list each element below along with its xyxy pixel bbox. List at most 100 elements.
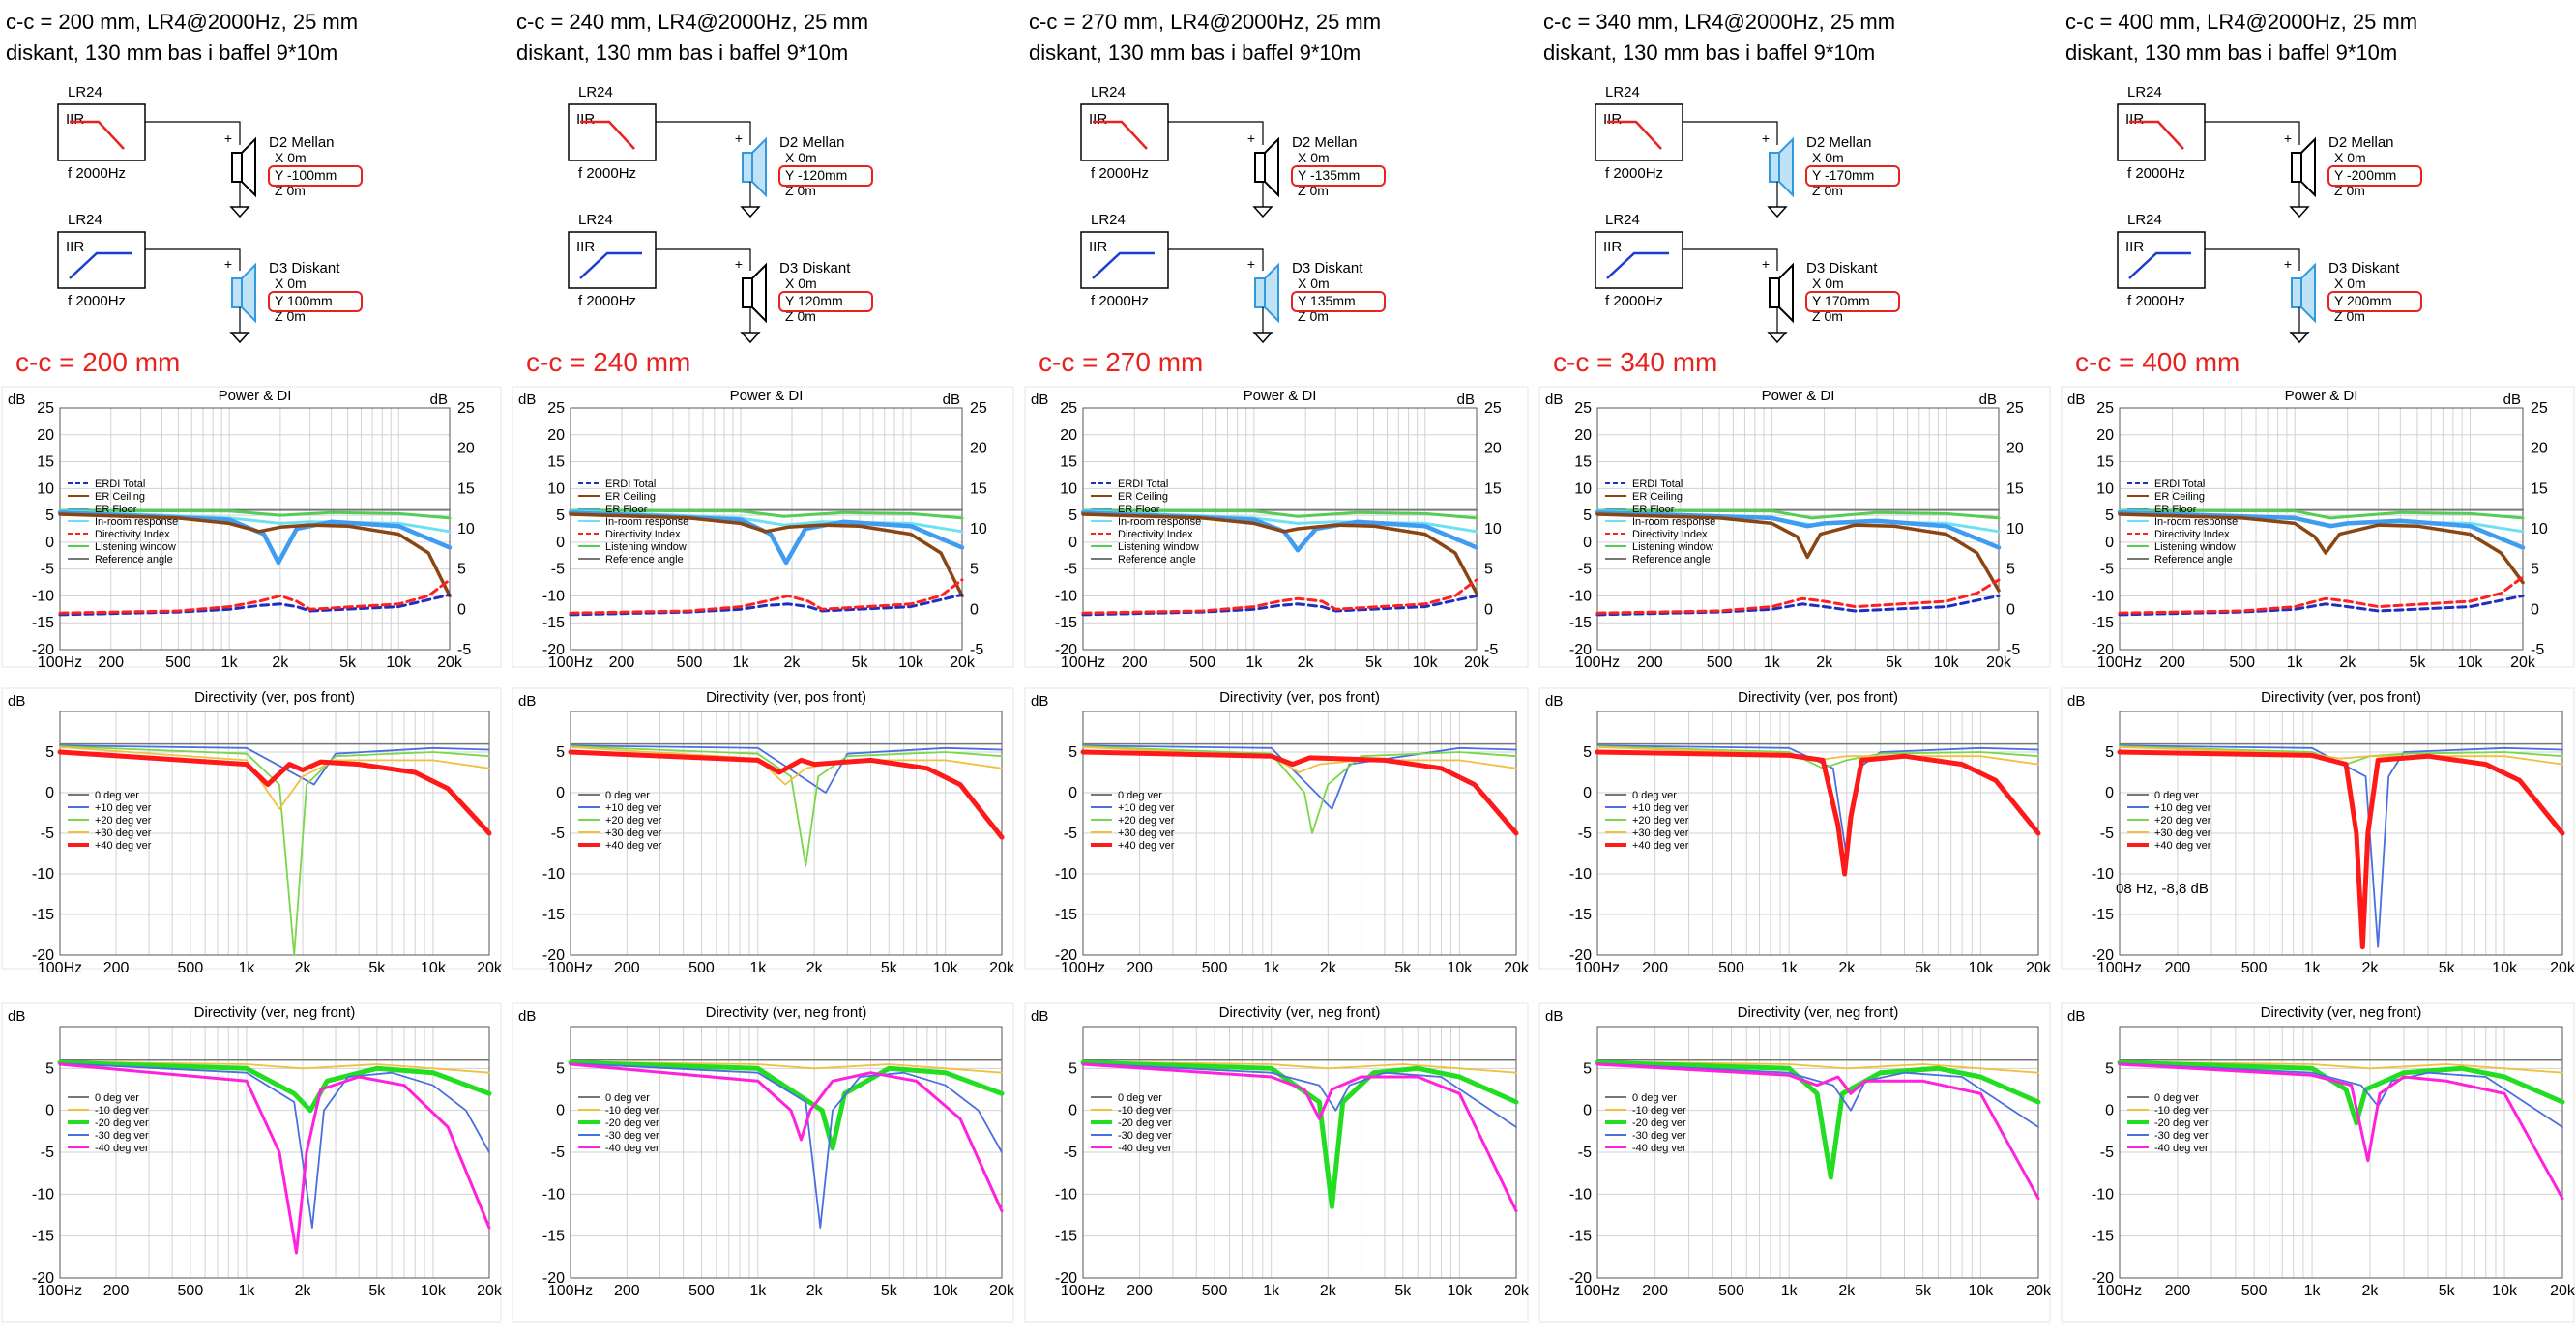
filter-icon <box>2117 231 2206 289</box>
x-tick-label: 10k <box>2458 654 2484 671</box>
plus-sign: + <box>1762 256 1770 272</box>
y-tick-label: 5 <box>556 1060 565 1077</box>
y-tick-label: -20 <box>1055 642 1077 658</box>
x-tick-label: 500 <box>2241 1283 2268 1299</box>
y2-tick-label: 0 <box>1484 601 1493 618</box>
y-axis-label-right: dB <box>430 392 448 408</box>
speaker-icon <box>231 136 256 198</box>
x-tick-label: 100Hz <box>2097 654 2142 671</box>
plot-area-border <box>1082 1026 1517 1279</box>
legend-entry: -40 deg ver <box>1118 1143 1172 1154</box>
y-tick-label: -20 <box>1569 947 1592 964</box>
legend-entry: +20 deg ver <box>605 815 662 827</box>
legend-entry: Reference angle <box>605 554 684 566</box>
x-tick-label: 2k <box>1298 654 1315 671</box>
legend-entry: Listening window <box>605 541 687 553</box>
series-line <box>59 1062 490 1229</box>
filter-type-label: LR24 <box>2127 212 2162 228</box>
x-tick-label: 2k <box>2362 1283 2380 1299</box>
legend-entry: Reference angle <box>1118 554 1196 566</box>
filter-type-label: LR24 <box>1091 84 1126 101</box>
speaker-magnet <box>1254 152 1266 183</box>
x-tick-label: 1k <box>239 960 256 976</box>
speaker-magnet <box>1769 152 1780 183</box>
y2-tick-label: 10 <box>2531 521 2548 537</box>
x-tick-label: 500 <box>2229 654 2255 671</box>
series-line <box>2118 512 2525 585</box>
y-tick-label: -10 <box>542 588 565 604</box>
legend-entry: ERDI Total <box>95 479 145 490</box>
chart-title: Directivity (ver, neg front) <box>2261 1004 2422 1021</box>
y-tick-label: -15 <box>1569 907 1592 923</box>
y-tick-label: -20 <box>2092 1270 2114 1287</box>
series-line <box>1081 578 1478 615</box>
y-tick-label: -5 <box>1064 826 1077 842</box>
legend-entry: In-room response <box>1632 516 1715 528</box>
column-title-line1: c-c = 340 mm, LR4@2000Hz, 25 mm <box>1543 10 1895 34</box>
y-offset-highlight <box>1805 291 1900 312</box>
y-tick-label: 15 <box>2096 454 2114 471</box>
series-line <box>59 746 490 810</box>
column-header: c-c = 400 mm, LR4@2000Hz, 25 mm diskant, … <box>2065 10 2422 377</box>
driver-name: D2 Mellan <box>779 134 845 151</box>
speaker-cone <box>751 262 767 324</box>
column-title-line2: diskant, 130 mm bas i baffel 9*10m <box>516 41 848 65</box>
y-tick-label: 0 <box>1068 535 1077 551</box>
legend-entry: ER Ceiling <box>605 491 656 503</box>
legend-entry: 0 deg ver <box>1118 790 1162 801</box>
y2-tick-label: 20 <box>2531 441 2548 457</box>
y2-tick-label: 10 <box>2006 521 2024 537</box>
driver-name: D3 Diskant <box>1292 260 1363 276</box>
filter-frequency-label: f 2000Hz <box>1091 165 1149 182</box>
driver-x: X 0m <box>785 276 817 291</box>
y-axis-label-left: dB <box>518 1008 536 1025</box>
series-line <box>58 508 452 520</box>
series-line <box>1081 512 1478 595</box>
x-tick-label: 1k <box>749 1283 767 1299</box>
x-tick-label: 200 <box>614 960 640 976</box>
column-header: c-c = 270 mm, LR4@2000Hz, 25 mm diskant, … <box>1029 10 1386 377</box>
filter-name-label: IIR <box>1089 111 1107 128</box>
y-offset-highlight <box>2327 291 2422 312</box>
y2-tick-label: 5 <box>457 562 466 578</box>
x-tick-label: 2k <box>806 960 824 976</box>
y-tick-label: 0 <box>556 535 565 551</box>
filter-frequency-label: f 2000Hz <box>68 293 126 309</box>
legend-entry: ER Ceiling <box>1118 491 1168 503</box>
x-tick-label: 20k <box>1504 960 1530 976</box>
y-tick-label: -10 <box>1569 588 1592 604</box>
legend-entry: -30 deg ver <box>1118 1130 1172 1142</box>
cc-label: c-c = 270 mm <box>1039 347 1203 377</box>
driver-y: Y -200mm <box>2334 167 2396 183</box>
column-title-line1: c-c = 270 mm, LR4@2000Hz, 25 mm <box>1029 10 1381 34</box>
y-tick-label: -10 <box>2092 1186 2114 1203</box>
x-tick-label: 1k <box>1781 960 1799 976</box>
y-tick-label: 0 <box>1583 785 1592 801</box>
highpass-curve <box>1606 251 1669 279</box>
y-tick-label: 20 <box>547 427 565 444</box>
y2-tick-label: 5 <box>970 562 979 578</box>
column-title-line1: c-c = 400 mm, LR4@2000Hz, 25 mm <box>2065 10 2417 34</box>
y2-tick-label: -5 <box>1484 642 1498 658</box>
legend-entry: -20 deg ver <box>1632 1117 1686 1129</box>
legend-entry: Listening window <box>1118 541 1199 553</box>
y-tick-label: 0 <box>45 785 54 801</box>
y-axis-label-right: dB <box>943 392 960 408</box>
x-tick-label: 10k <box>2492 960 2518 976</box>
legend-entry: ERDI Total <box>2154 479 2205 490</box>
ground-icon <box>1767 332 1788 344</box>
legend-entry: 0 deg ver <box>1118 1092 1162 1104</box>
legend-entry: Directivity Index <box>95 529 170 540</box>
y-offset-highlight <box>1291 165 1386 187</box>
series-line <box>2117 749 2565 950</box>
y-tick-label: -20 <box>2092 642 2114 658</box>
x-tick-label: 100Hz <box>1061 654 1105 671</box>
wire <box>145 121 241 145</box>
y-tick-label: 0 <box>556 785 565 801</box>
highpass-curve <box>69 251 132 279</box>
ground-icon <box>1252 332 1273 344</box>
y-tick-label: 10 <box>1574 480 1592 497</box>
